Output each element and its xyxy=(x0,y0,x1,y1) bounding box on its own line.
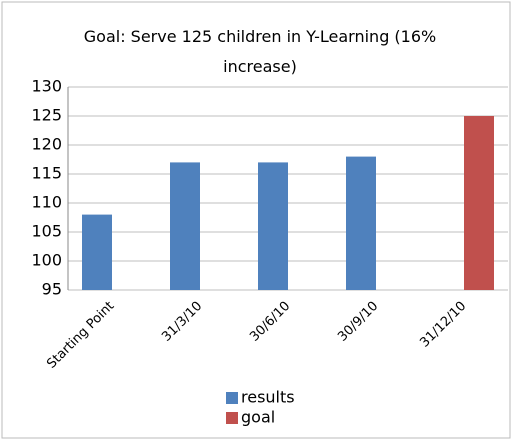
y-tick-label: 110 xyxy=(31,193,62,212)
y-tick-label: 105 xyxy=(31,222,62,241)
legend-label: results xyxy=(241,388,295,407)
x-tick-label: 30/6/10 xyxy=(247,299,293,345)
legend-swatch xyxy=(226,412,238,424)
x-tick-label: Starting Point xyxy=(44,299,117,372)
bar xyxy=(258,162,288,290)
y-tick-label: 125 xyxy=(31,106,62,125)
bar xyxy=(346,156,376,290)
bar xyxy=(170,162,200,290)
y-tick-label: 95 xyxy=(42,280,62,299)
y-tick-label: 115 xyxy=(31,164,62,183)
y-tick-label: 120 xyxy=(31,135,62,154)
x-tick-label: 31/3/10 xyxy=(159,299,205,345)
bar xyxy=(82,214,112,290)
y-tick-label: 100 xyxy=(31,251,62,270)
legend-label: goal xyxy=(241,408,275,427)
y-tick-label: 130 xyxy=(31,77,62,96)
legend-swatch xyxy=(226,392,238,404)
x-tick-label: 31/12/10 xyxy=(417,299,469,351)
chart-title: Goal: Serve 125 children in Y-Learning (… xyxy=(83,27,437,76)
bar xyxy=(464,116,494,290)
x-tick-label: 30/9/10 xyxy=(335,299,381,345)
